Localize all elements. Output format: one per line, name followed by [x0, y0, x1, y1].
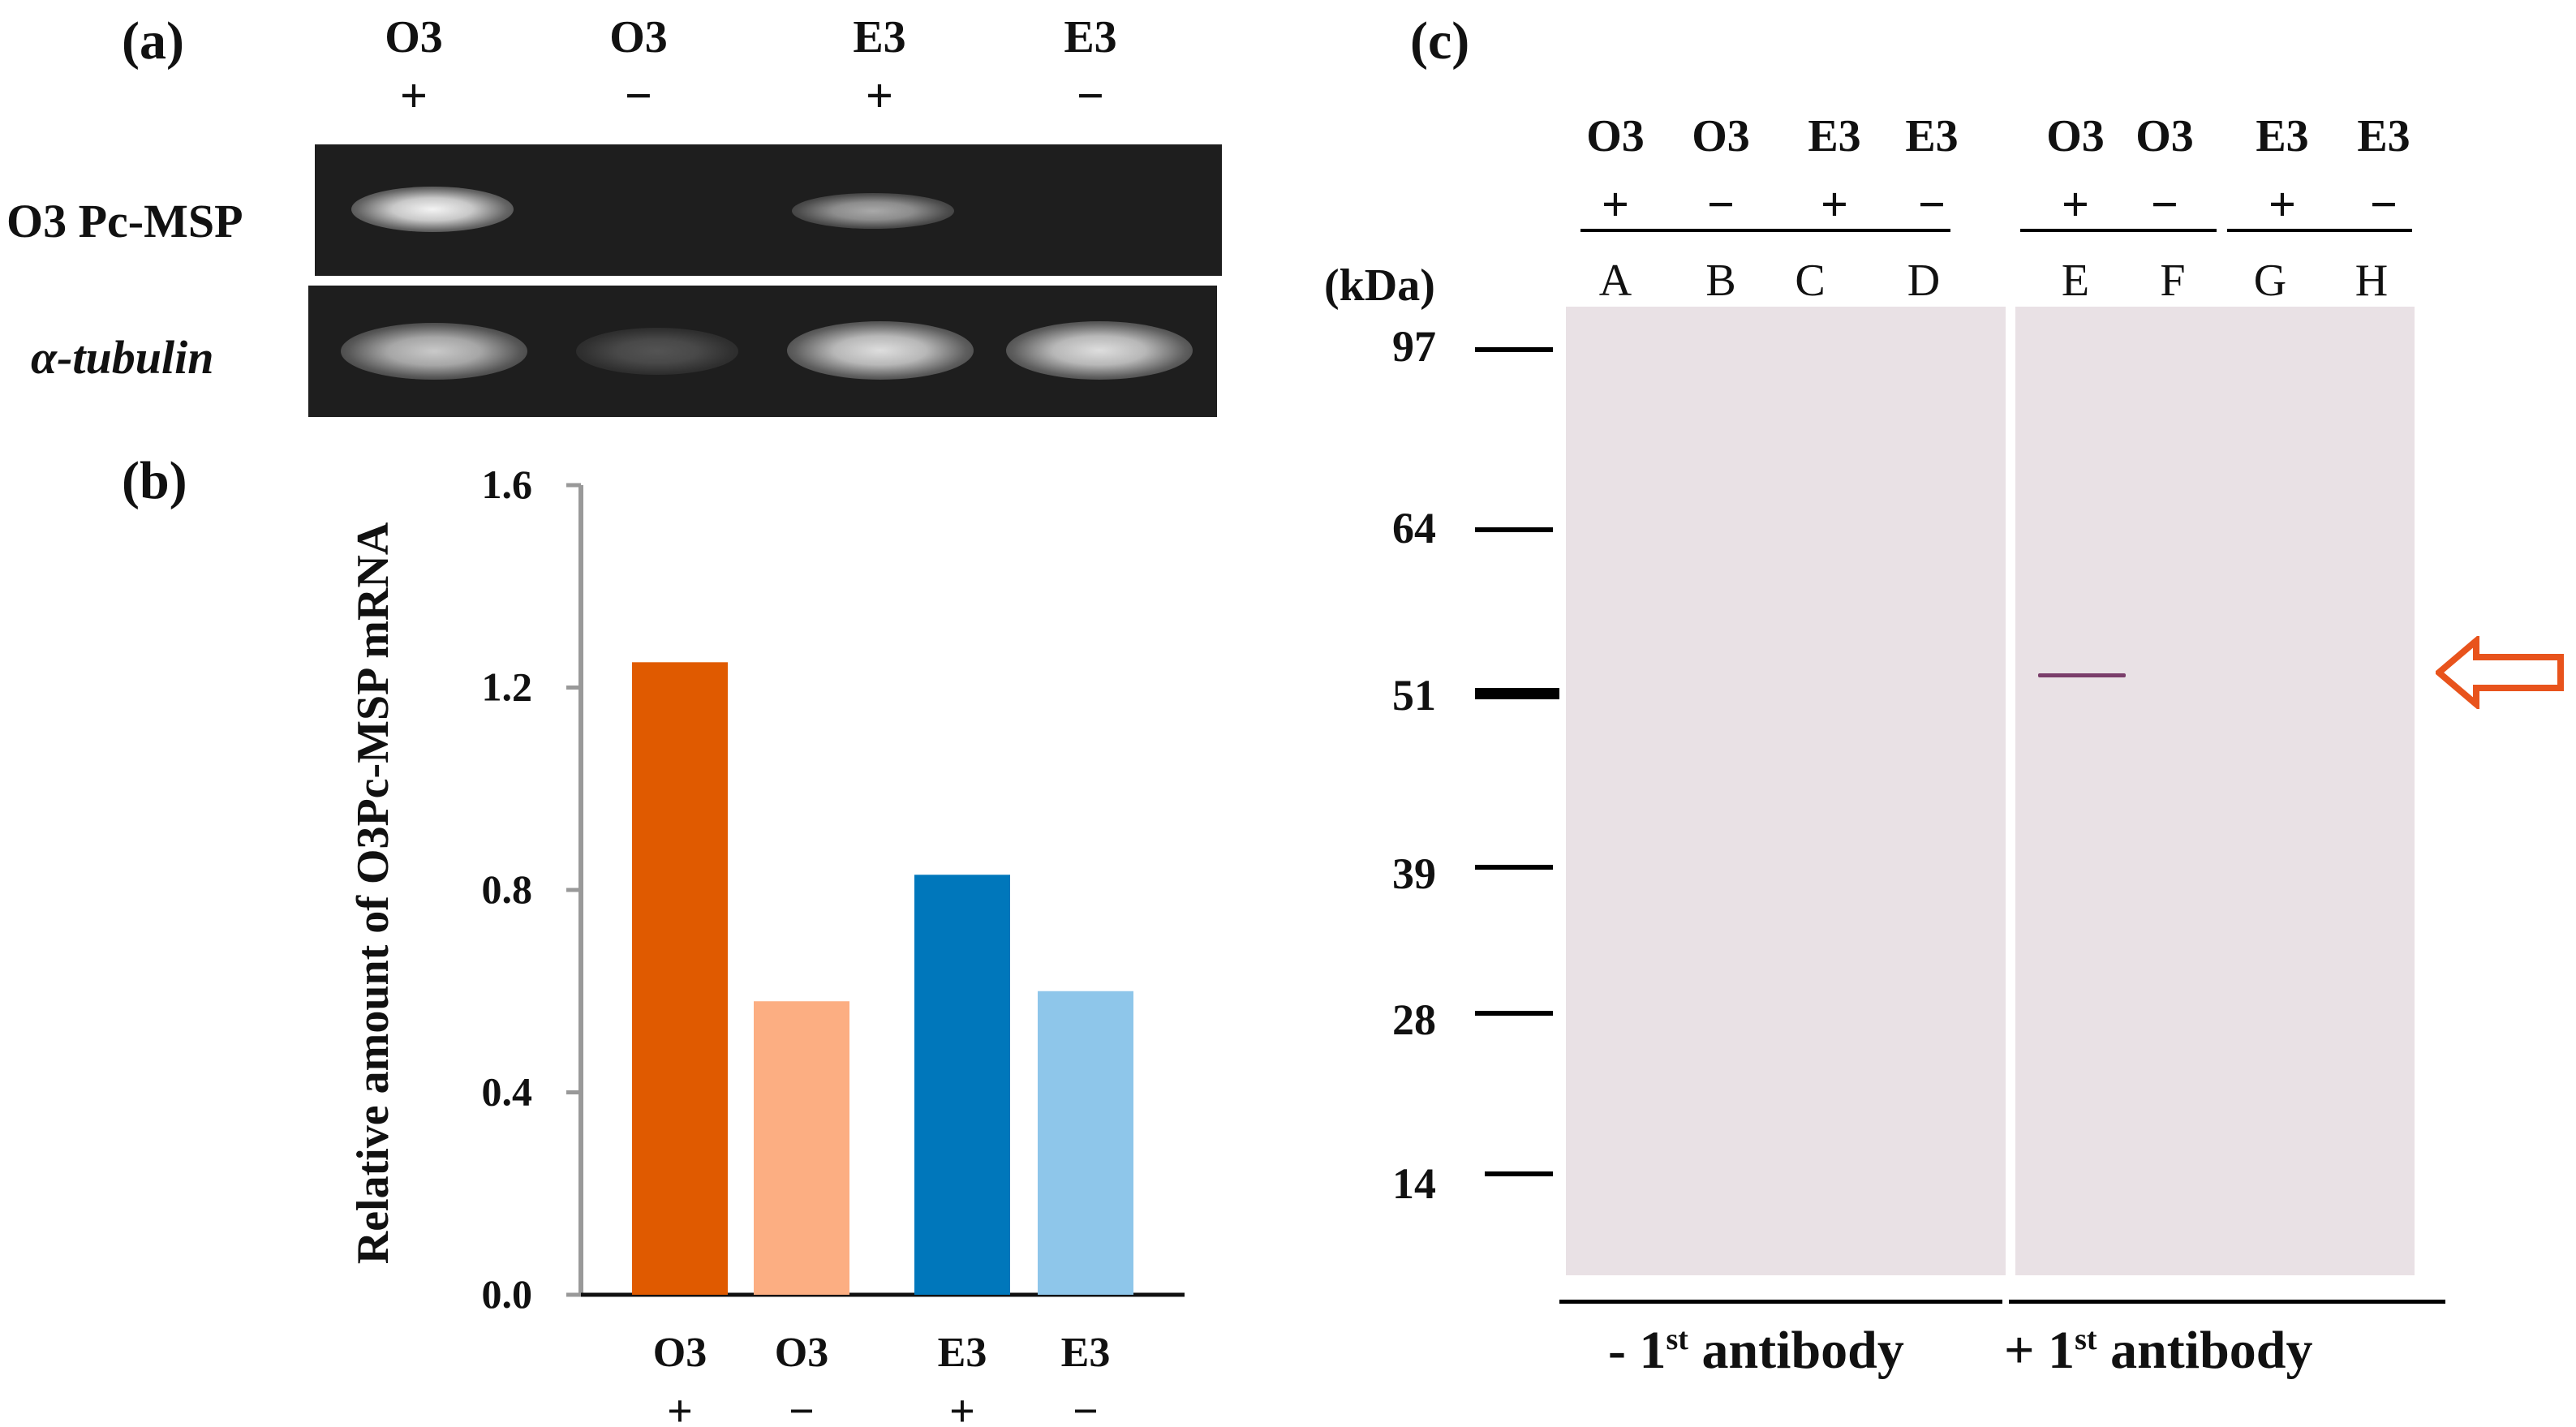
wb-detected-band — [2038, 673, 2126, 677]
mw-line-64 — [1475, 527, 1553, 532]
wb-group-right-sup: st — [2075, 1322, 2097, 1356]
mw-line-97 — [1475, 347, 1553, 352]
gel-a-band-e3-plus — [792, 193, 954, 229]
gel-a-lane-3-treatment: + — [865, 69, 894, 122]
wb-membrane-right — [2015, 307, 2415, 1275]
wb-lane-h-sample: E3 — [2357, 111, 2410, 161]
wb-group-label-minus-antibody: - 1st antibody — [1608, 1324, 1904, 1378]
wb-lane-g-sample: E3 — [2256, 111, 2309, 161]
y-axis-label: Relative amount of O3Pc-MSP mRNA — [348, 522, 398, 1264]
wb-lane-e-letter: E — [2061, 256, 2090, 306]
gel-a-band-tubulin-2 — [576, 328, 738, 375]
gel-a-row-label-tubulin: α-tubulin — [31, 331, 214, 384]
x-tick-label-treatment: + — [949, 1386, 975, 1427]
gel-a-lane-1-sample: O3 — [385, 12, 443, 62]
mw-label-28: 28 — [1392, 995, 1436, 1044]
mw-line-39 — [1475, 865, 1553, 870]
panel-c-label: (c) — [1410, 11, 1470, 71]
wb-group-label-plus-antibody: + 1st antibody — [2004, 1324, 2313, 1378]
gel-a-band-tubulin-3 — [787, 321, 974, 380]
wb-lane-b-treatment: − — [1706, 178, 1735, 231]
gel-a-band-o3-plus — [351, 187, 514, 232]
gel-a-row-tubulin — [308, 286, 1217, 417]
wb-lane-d-letter: D — [1907, 256, 1941, 306]
panel-b-label: (b) — [122, 451, 187, 510]
x-tick-label-treatment: + — [667, 1386, 693, 1427]
mw-line-51 — [1475, 688, 1559, 699]
gel-a-lane-1-treatment: + — [399, 69, 428, 122]
wb-group-underline-right — [2009, 1300, 2445, 1304]
y-tick-label: 1.2 — [482, 664, 533, 710]
wb-lane-d-sample: E3 — [1905, 111, 1959, 161]
wb-group-left-sup: st — [1666, 1322, 1688, 1356]
gel-a-lane-4-sample: E3 — [1064, 12, 1117, 62]
y-tick-label: 1.6 — [482, 462, 533, 507]
x-tick-label-sample: O3 — [775, 1330, 828, 1376]
bar-chart-b: 0.0 0.4 0.8 1.2 1.6 Relative amount of O3Pc-M… — [348, 462, 1185, 1427]
x-tick-label-sample: E3 — [938, 1330, 987, 1376]
gel-a-row-pc-msp — [315, 144, 1222, 276]
x-tick-label-treatment: − — [789, 1386, 815, 1427]
x-tick-label-sample: O3 — [653, 1330, 707, 1376]
gel-a-band-tubulin-4 — [1006, 321, 1193, 380]
mw-label-39: 39 — [1392, 849, 1436, 898]
wb-lane-a-sample: O3 — [1586, 111, 1645, 161]
bar — [1038, 991, 1133, 1295]
mw-label-14: 14 — [1392, 1159, 1436, 1208]
mw-line-14 — [1485, 1171, 1553, 1176]
x-tick-label-treatment: − — [1073, 1386, 1099, 1427]
x-tick-label-sample: E3 — [1061, 1330, 1111, 1376]
wb-lane-c-treatment: + — [1820, 178, 1849, 231]
wb-unit-label: (kDa) — [1324, 260, 1435, 311]
wb-lane-a-treatment: + — [1601, 178, 1630, 231]
wb-lane-g-letter: G — [2253, 256, 2287, 306]
gel-a-lane-3-sample: E3 — [853, 12, 906, 62]
bar — [914, 875, 1010, 1295]
bar — [754, 1001, 849, 1295]
gel-a-row-label-pc-msp: O3 Pc-MSP — [6, 195, 243, 247]
bar — [632, 662, 728, 1295]
y-tick-label: 0.0 — [482, 1271, 533, 1317]
gel-a-lane-2-treatment: − — [624, 69, 653, 122]
wb-group-underline-left — [1559, 1300, 2002, 1304]
y-tick-label: 0.8 — [482, 866, 533, 912]
wb-header-underline-3 — [2227, 229, 2412, 232]
wb-lane-b-letter: B — [1705, 256, 1736, 306]
wb-lane-d-treatment: − — [1917, 178, 1946, 231]
wb-group-right-prefix: + 1 — [2004, 1321, 2075, 1380]
gel-a-band-tubulin-1 — [341, 323, 527, 380]
wb-lane-a-letter: A — [1598, 256, 1632, 306]
wb-group-left-prefix: - 1 — [1608, 1321, 1666, 1380]
wb-lane-c-letter: C — [1795, 256, 1826, 306]
wb-lane-f-letter: F — [2160, 256, 2186, 306]
wb-membrane-left — [1566, 307, 2006, 1275]
gel-a-lane-4-treatment: − — [1076, 69, 1105, 122]
wb-lane-g-treatment: + — [2268, 178, 2297, 231]
gel-a-lane-2-sample: O3 — [609, 12, 668, 62]
mw-label-97: 97 — [1392, 322, 1436, 371]
wb-header-underline-1 — [1580, 229, 1950, 232]
wb-lane-f-treatment: − — [2150, 178, 2179, 231]
mw-line-28 — [1475, 1011, 1553, 1016]
mw-label-51: 51 — [1392, 671, 1436, 720]
wb-lane-e-sample: O3 — [2046, 111, 2105, 161]
wb-lane-c-sample: E3 — [1808, 111, 1861, 161]
wb-lane-h-letter: H — [2355, 256, 2389, 306]
wb-group-right-suffix: antibody — [2096, 1321, 2313, 1380]
wb-lane-h-treatment: − — [2369, 178, 2398, 231]
wb-lane-b-sample: O3 — [1692, 111, 1750, 161]
panel-a-label: (a) — [122, 11, 184, 71]
wb-lane-e-treatment: + — [2061, 178, 2090, 231]
wb-header-underline-2 — [2020, 229, 2217, 232]
y-tick-label: 0.4 — [482, 1069, 533, 1115]
wb-group-left-suffix: antibody — [1688, 1321, 1904, 1380]
mw-label-64: 64 — [1392, 504, 1436, 552]
arrow-left-icon — [2436, 636, 2564, 709]
wb-lane-f-sample: O3 — [2135, 111, 2194, 161]
